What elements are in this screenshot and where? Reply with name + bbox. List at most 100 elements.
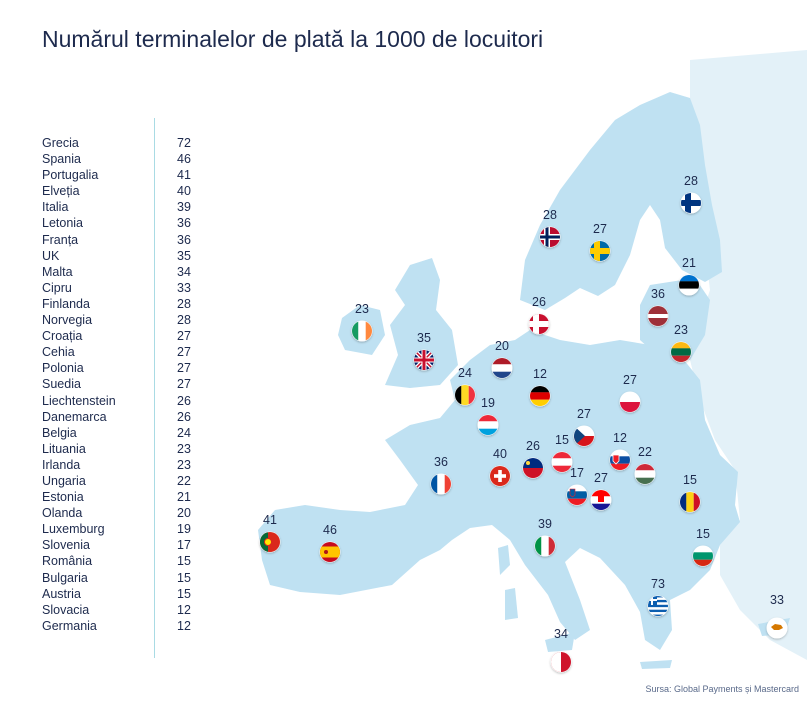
list-country-name: Slovacia (42, 602, 90, 617)
list-country-value: 20 (177, 506, 191, 521)
map-value-label: 28 (684, 174, 698, 188)
spain-flag (319, 541, 341, 563)
slovakia-flag (609, 449, 631, 471)
list-country-value: 12 (177, 602, 191, 617)
latvia-flag (647, 305, 669, 327)
list-country-value: 23 (177, 457, 191, 472)
mainland-land (258, 330, 740, 650)
list-row-18: Belgia 24 (42, 425, 202, 441)
list-row-22: Estonia 21 (42, 489, 202, 505)
list-row-2: Portugalia 41 (42, 167, 202, 183)
list-country-name: UK (42, 248, 60, 263)
map-value-label: 17 (570, 466, 584, 480)
list-row-13: Cehia 27 (42, 344, 202, 360)
lithuania-flag (670, 341, 692, 363)
cyprus-flag (766, 617, 788, 639)
list-country-name: Finlanda (42, 296, 90, 311)
map-value-label: 19 (481, 396, 495, 410)
list-row-28: Austria 15 (42, 586, 202, 602)
malta-flag (550, 651, 572, 673)
list-country-name: România (42, 554, 93, 569)
country-value-list: Grecia 72 Spania 46 Portugalia 41 Elveția 40 Ita… (42, 135, 202, 634)
switzerland-flag (489, 465, 511, 487)
list-country-value: 28 (177, 296, 191, 311)
romania-flag (679, 491, 701, 513)
list-country-value: 15 (177, 570, 191, 585)
list-country-value: 24 (177, 425, 191, 440)
map-land (258, 50, 807, 669)
list-country-name: Polonia (42, 361, 84, 376)
ireland-flag (351, 320, 373, 342)
germany-flag (529, 385, 551, 407)
list-row-29: Slovacia 12 (42, 602, 202, 618)
belgium-flag (454, 384, 476, 406)
islands-land (498, 545, 575, 652)
list-country-name: Portugalia (42, 168, 99, 183)
list-country-name: Cehia (42, 345, 75, 360)
uk-land (385, 258, 458, 388)
list-country-name: Austria (42, 586, 81, 601)
list-row-4: Italia 39 (42, 199, 202, 215)
list-country-name: Liechtenstein (42, 393, 116, 408)
map-value-label: 27 (594, 471, 608, 485)
list-row-11: Norvegia 28 (42, 312, 202, 328)
list-country-value: 36 (177, 216, 191, 231)
map-value-label: 12 (533, 367, 547, 381)
list-row-25: Slovenia 17 (42, 537, 202, 553)
list-country-value: 41 (177, 168, 191, 183)
list-country-name: Belgia (42, 425, 77, 440)
map-value-label: 40 (493, 447, 507, 461)
map-value-label: 46 (323, 523, 337, 537)
list-country-value: 28 (177, 313, 191, 328)
list-row-26: România 15 (42, 553, 202, 569)
list-country-value: 27 (177, 361, 191, 376)
list-country-value: 36 (177, 232, 191, 247)
list-country-value: 39 (177, 200, 191, 215)
list-country-value: 23 (177, 441, 191, 456)
list-row-3: Elveția 40 (42, 183, 202, 199)
czechia-flag (573, 425, 595, 447)
list-row-9: Cipru 33 (42, 280, 202, 296)
map-value-label: 36 (434, 455, 448, 469)
uk-flag (413, 349, 435, 371)
list-country-name: Franța (42, 232, 79, 247)
slovenia-flag (566, 484, 588, 506)
list-country-value: 21 (177, 490, 191, 505)
flags-layer: 73 46 41 40 39 36 36 35 34 33 28 28 27 27 27 27 26 26 24 23… (259, 174, 788, 673)
list-country-name: Estonia (42, 490, 84, 505)
list-row-21: Ungaria 22 (42, 473, 202, 489)
list-row-19: Lituania 23 (42, 441, 202, 457)
list-row-23: Olanda 20 (42, 505, 202, 521)
map-value-label: 27 (593, 222, 607, 236)
list-country-value: 17 (177, 538, 191, 553)
list-country-name: Olanda (42, 506, 83, 521)
list-row-27: Bulgaria 15 (42, 570, 202, 586)
list-country-name: Ungaria (42, 473, 86, 488)
map-value-label: 26 (526, 439, 540, 453)
bulgaria-flag (692, 545, 714, 567)
map-value-label: 12 (613, 431, 627, 445)
list-country-value: 26 (177, 393, 191, 408)
sweden-flag (589, 240, 611, 262)
map-value-label: 15 (683, 473, 697, 487)
map-value-label: 34 (554, 627, 568, 641)
list-country-name: Danemarca (42, 409, 107, 424)
map-value-label: 15 (555, 433, 569, 447)
eastern-land (690, 50, 807, 660)
austria-flag (551, 451, 573, 473)
list-row-5: Letonia 36 (42, 215, 202, 231)
source-note: Sursa: Global Payments și Mastercard (645, 684, 799, 694)
france-flag (430, 473, 452, 495)
map-value-label: 73 (651, 577, 665, 591)
denmark-flag (528, 313, 550, 335)
list-country-value: 34 (177, 264, 191, 279)
liechtenstein-flag (522, 457, 544, 479)
list-country-name: Suedia (42, 377, 81, 392)
estonia-flag (678, 274, 700, 296)
list-country-value: 35 (177, 248, 191, 263)
list-country-value: 15 (177, 554, 191, 569)
list-country-value: 12 (177, 618, 191, 633)
list-row-14: Polonia 27 (42, 360, 202, 376)
list-row-16: Liechtenstein 26 (42, 393, 202, 409)
